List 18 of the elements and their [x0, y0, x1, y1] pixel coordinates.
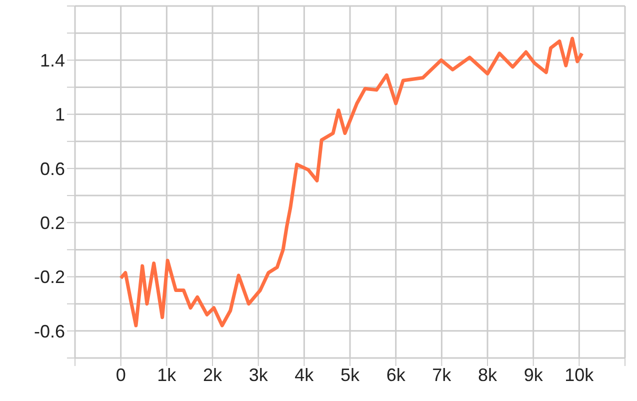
x-tick-label: 6k: [386, 364, 406, 385]
y-tick-label: 1.4: [40, 50, 65, 71]
x-tick-label: 3k: [248, 364, 269, 385]
y-tick-label: 0.6: [40, 158, 65, 179]
x-tick-label: 1k: [157, 364, 178, 385]
y-tick-label: 0.2: [40, 213, 65, 234]
x-tick-label: 10k: [564, 364, 595, 385]
line-series: [119, 36, 584, 328]
x-tick-label: 4k: [294, 364, 315, 385]
y-tick-label: 1: [54, 104, 65, 125]
y-tick-label: -0.2: [34, 267, 65, 288]
x-tick-label: 8k: [478, 364, 498, 385]
x-tick-label: 9k: [524, 364, 544, 385]
y-tick-label: -0.6: [34, 321, 65, 342]
x-tick-label: 7k: [432, 364, 452, 385]
x-tick-label: 2k: [202, 364, 224, 385]
x-tick-label: 0: [116, 364, 126, 385]
x-tick-label: 5k: [340, 364, 361, 385]
